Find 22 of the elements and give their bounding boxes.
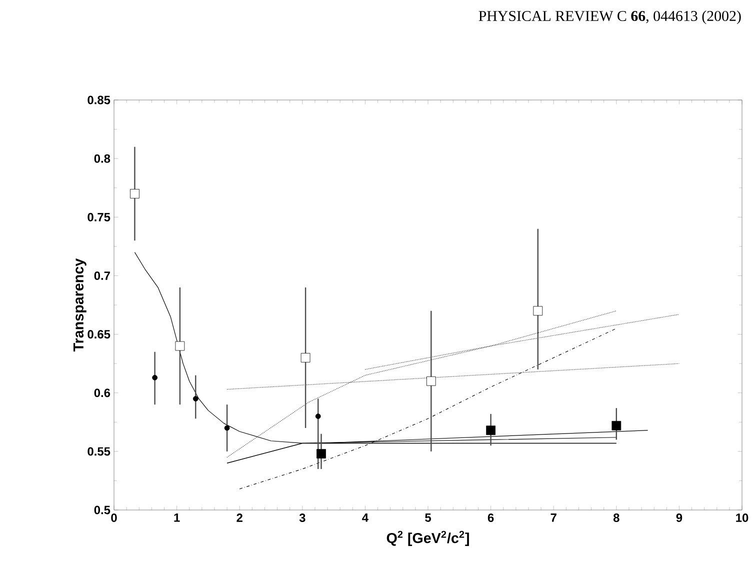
y-axis-title: Transparency xyxy=(74,258,86,352)
y-tick-label: 0.8 xyxy=(94,154,110,163)
x-tick-label: 9 xyxy=(676,514,682,522)
y-tick-label: 0.6 xyxy=(94,388,110,398)
x-tick-label: 1 xyxy=(174,514,180,522)
x-tick-label: 4 xyxy=(362,514,368,522)
x-tick-label: 3 xyxy=(299,514,306,522)
y-tick-label: 0.75 xyxy=(88,212,110,222)
x-tick-label: 6 xyxy=(488,514,494,522)
x-tick-label: 10 xyxy=(736,514,748,522)
y-tick-label: 0.7 xyxy=(94,271,110,280)
y-tick-label: 0.55 xyxy=(88,447,110,456)
x-tick-label: 8 xyxy=(613,514,620,522)
x-tick-label: 7 xyxy=(550,514,556,522)
x-axis-title: Q$^{2}$ [GeV$^{2}$/c$^{2}$] xyxy=(386,530,469,546)
y-tick-label: 0.85 xyxy=(88,96,110,104)
x-tick-label: 5 xyxy=(425,514,431,522)
text: PHYSICAL REVIEW C 66, 044613 (2002) xyxy=(478,10,741,24)
y-tick-label: 0.65 xyxy=(88,330,110,339)
y-tick-label: 0.5 xyxy=(94,506,110,514)
x-tick-label: 0 xyxy=(111,514,117,522)
x-tick-label: 2 xyxy=(236,514,242,522)
